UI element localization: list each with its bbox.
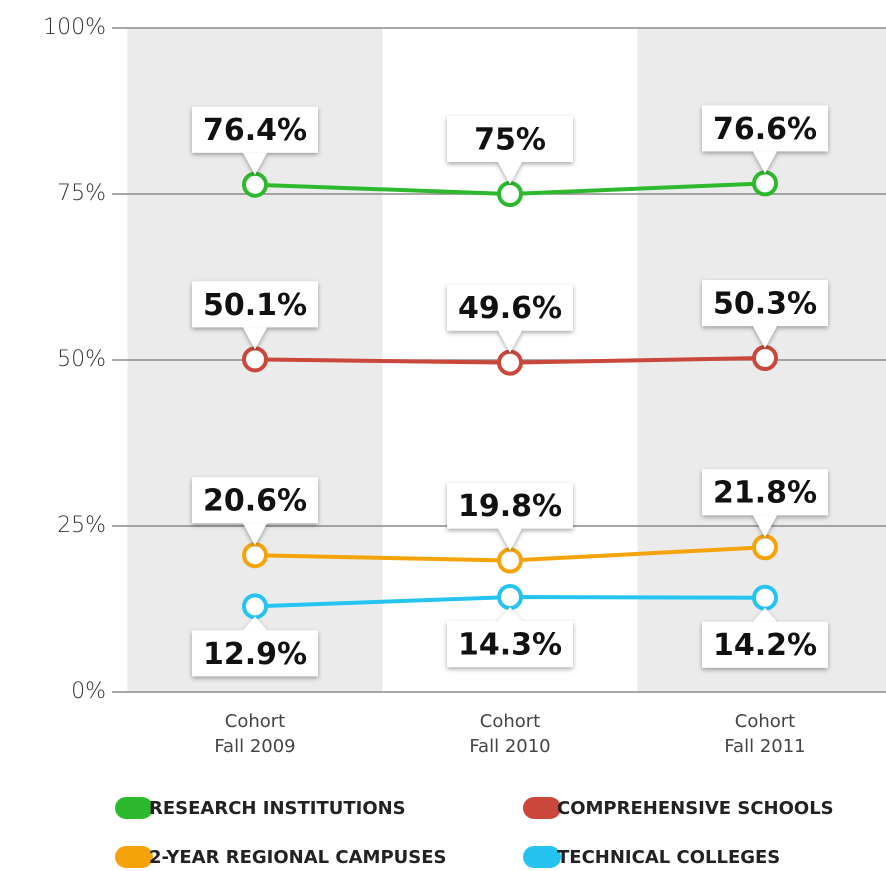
data-label: 14.3%	[458, 628, 562, 663]
point	[242, 171, 268, 198]
legend-label: RESEARCH INSTITUTIONS	[149, 798, 406, 819]
label-pointer	[243, 616, 267, 631]
point	[752, 170, 778, 197]
label-pointer	[498, 162, 522, 184]
label-bg	[192, 477, 318, 524]
point	[242, 542, 268, 569]
y-tick-label: 50%	[57, 347, 106, 372]
data-label-box	[192, 477, 318, 546]
legend-label: 2-YEAR REGIONAL CAMPUSES	[149, 847, 446, 868]
x-tick-label: Fall 2011	[724, 736, 805, 757]
point	[497, 584, 523, 611]
label-pointer	[243, 523, 267, 546]
label-pointer	[243, 152, 267, 175]
y-tick-label: 0%	[71, 679, 106, 704]
data-label: 50.3%	[713, 287, 817, 322]
data-label: 76.6%	[713, 112, 817, 147]
point	[497, 547, 523, 574]
label-pointer	[243, 327, 267, 350]
data-label-box	[192, 616, 318, 677]
x-tick-label: Cohort	[480, 711, 540, 732]
point	[752, 345, 778, 372]
data-label: 49.6%	[458, 291, 562, 326]
legend-swatch	[523, 797, 561, 819]
data-labels: 76.4% 75% 76.6% 50.1% 49.6% 50.3% 20.6% 19.8% 21…	[192, 105, 828, 677]
legend-swatch	[115, 797, 153, 819]
data-label-box	[192, 106, 318, 175]
label-pointer	[498, 330, 522, 353]
label-bg	[702, 621, 828, 668]
x-tick-label: Cohort	[225, 711, 285, 732]
series-lines	[242, 170, 778, 620]
data-label: 19.8%	[458, 489, 562, 524]
data-label: 75%	[474, 123, 546, 158]
label-pointer	[753, 607, 777, 622]
data-label: 12.9%	[203, 637, 307, 672]
label-bg	[447, 284, 573, 331]
label-pointer	[498, 528, 522, 551]
x-tick-label: Fall 2010	[469, 736, 550, 757]
label-bg	[447, 482, 573, 529]
data-label-box	[447, 607, 573, 668]
legend-swatch	[523, 846, 561, 868]
data-label-box	[447, 116, 573, 184]
label-bg	[702, 105, 828, 152]
label-pointer	[753, 326, 777, 349]
legend-label: TECHNICAL COLLEGES	[557, 847, 780, 868]
x-tick-label: Fall 2009	[214, 736, 295, 757]
point	[497, 181, 523, 207]
point	[497, 349, 523, 376]
data-label-box	[702, 469, 828, 538]
label-bg	[192, 630, 318, 677]
data-label-box	[702, 105, 828, 174]
label-bg	[192, 106, 318, 153]
legend: RESEARCH INSTITUTIONS COMPREHENSIVE SCHOO…	[115, 797, 834, 868]
y-tick-label: 100%	[43, 15, 106, 40]
point	[242, 346, 268, 373]
label-bg	[192, 281, 318, 328]
label-bg	[702, 469, 828, 516]
point	[752, 534, 778, 561]
data-label: 14.2%	[713, 628, 817, 663]
data-label-box	[702, 607, 828, 668]
y-tick-label: 75%	[57, 181, 106, 206]
label-bg	[447, 621, 573, 668]
point	[752, 584, 778, 611]
data-label: 21.8%	[713, 476, 817, 511]
label-bg	[447, 116, 573, 162]
y-tick-label: 25%	[57, 513, 106, 538]
grid: 0% 25% 50% 75% 100% Cohort Fall 2009 Cohort Fall…	[43, 15, 886, 757]
label-pointer	[753, 151, 777, 174]
data-label: 20.6%	[203, 484, 307, 519]
legend-swatch	[115, 846, 153, 868]
data-label: 76.4%	[203, 113, 307, 148]
x-tick-label: Cohort	[735, 711, 795, 732]
data-label-box	[447, 482, 573, 551]
data-label: 50.1%	[203, 288, 307, 323]
data-label-box	[702, 280, 828, 349]
legend-label: COMPREHENSIVE SCHOOLS	[557, 798, 834, 819]
data-label-box	[192, 281, 318, 350]
label-pointer	[498, 607, 522, 622]
label-bg	[702, 280, 828, 327]
data-label-box	[447, 284, 573, 353]
label-pointer	[753, 515, 777, 538]
point	[242, 593, 268, 620]
